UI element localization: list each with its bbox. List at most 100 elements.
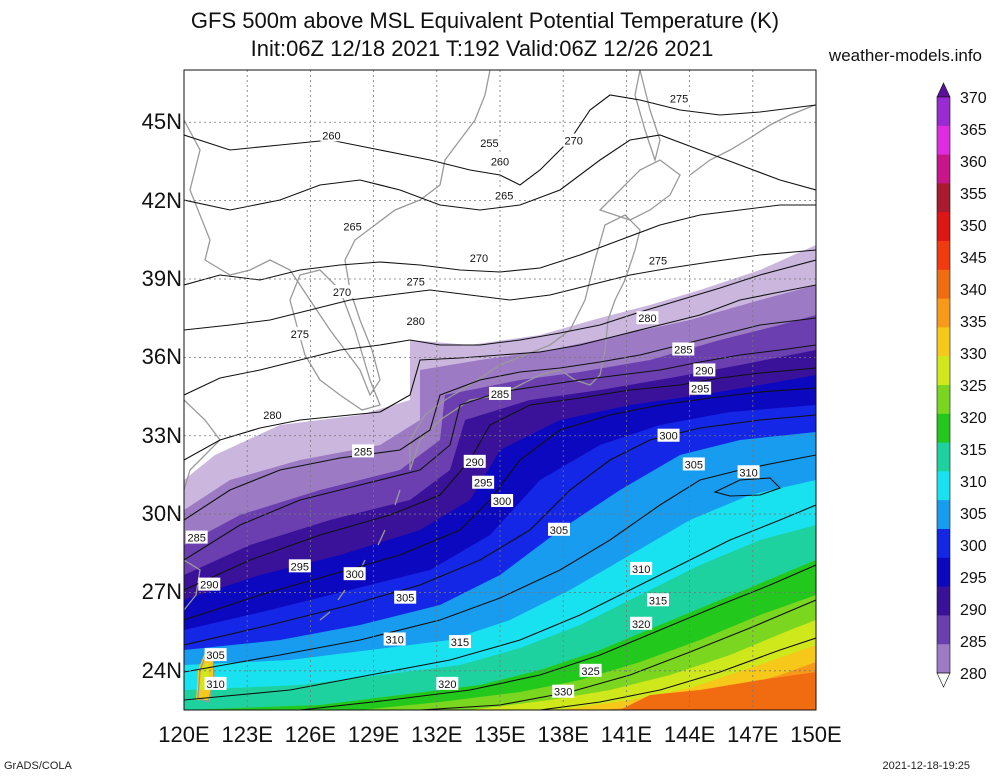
colorbar-swatch — [937, 529, 950, 559]
svg-text:320: 320 — [632, 619, 650, 631]
contour-label: 305 — [394, 590, 417, 605]
svg-text:270: 270 — [470, 253, 488, 265]
map-frame — [183, 69, 817, 711]
colorbar-level-label: 335 — [960, 314, 987, 331]
contour-label: 300 — [491, 494, 514, 508]
longitude-tick-label: 147E — [727, 722, 779, 747]
colorbar-bottom-arrow — [936, 672, 951, 688]
contour-label: 275 — [404, 274, 427, 289]
svg-text:265: 265 — [495, 190, 513, 202]
svg-text:310: 310 — [632, 564, 650, 576]
band-350 — [620, 672, 816, 710]
contour-label: 315 — [647, 593, 669, 607]
svg-text:310: 310 — [385, 634, 403, 646]
colorbar-top-arrow — [936, 82, 951, 98]
svg-text:285: 285 — [187, 533, 205, 545]
colorbar-swatch — [937, 471, 950, 501]
svg-text:305: 305 — [685, 459, 703, 471]
svg-text:330: 330 — [554, 687, 572, 699]
latitude-tick-label: 42N — [141, 187, 182, 213]
contour-label: 305 — [204, 648, 227, 662]
contour-label: 320 — [436, 676, 459, 691]
chart-subtitle: Init:06Z 12/18 2021 T:192 Valid:06Z 12/2… — [250, 36, 714, 61]
contour-label: 295 — [472, 475, 495, 490]
longitude-tick-label: 129E — [347, 722, 400, 747]
colorbar-level-label: 355 — [960, 186, 987, 203]
contour-label: 310 — [383, 632, 406, 646]
contour-label: 280 — [261, 407, 284, 422]
svg-text:270: 270 — [565, 136, 583, 148]
contour-label: 320 — [630, 616, 653, 631]
longitude-tick-label: 138E — [537, 722, 589, 747]
svg-text:305: 305 — [396, 593, 414, 605]
contour-label: 290 — [198, 577, 221, 592]
svg-text:265: 265 — [343, 222, 361, 234]
colorbar-level-label: 320 — [960, 410, 987, 427]
colorbar-level-label: 365 — [960, 122, 987, 139]
contour-label: 275 — [647, 253, 669, 268]
colorbar-level-label: 305 — [960, 506, 987, 523]
colorbar-level-label: 360 — [960, 154, 987, 171]
contour-label: 295 — [288, 559, 311, 573]
colorbar-level-label: 370 — [960, 90, 987, 107]
contour-label: 260 — [320, 128, 343, 142]
contour-label: 285 — [672, 342, 695, 357]
latitude-tick-label: 27N — [141, 579, 182, 605]
contour-label: 305 — [682, 457, 705, 471]
colorbar-swatch — [937, 442, 950, 472]
svg-text:275: 275 — [649, 256, 667, 268]
contour-label: 300 — [657, 428, 680, 443]
colorbar-swatch — [937, 298, 950, 328]
svg-text:280: 280 — [407, 316, 425, 328]
colorbar-level-label: 340 — [960, 282, 987, 299]
svg-text:270: 270 — [333, 287, 351, 299]
contour-label: 290 — [693, 363, 716, 377]
contour-label: 265 — [341, 219, 364, 234]
contour-label: 255 — [478, 136, 501, 150]
contour-label: 280 — [636, 311, 659, 325]
colorbar-swatch — [937, 97, 950, 127]
svg-text:295: 295 — [691, 384, 709, 396]
colorbar-swatch — [937, 183, 950, 213]
colorbar-swatch — [937, 615, 950, 645]
svg-text:300: 300 — [659, 431, 677, 443]
svg-text:295: 295 — [474, 478, 492, 490]
svg-text:285: 285 — [354, 446, 372, 458]
svg-text:285: 285 — [491, 389, 509, 401]
contour-label: 270 — [331, 285, 353, 299]
contour-label: 275 — [288, 326, 311, 341]
contour-label: 300 — [343, 567, 366, 581]
svg-text:295: 295 — [291, 561, 309, 573]
contour-lines — [184, 94, 816, 710]
svg-text:305: 305 — [550, 525, 568, 537]
svg-text:275: 275 — [291, 329, 309, 341]
latitude-tick-label: 33N — [141, 422, 182, 448]
latitude-tick-label: 39N — [141, 265, 182, 291]
contour-label: 295 — [689, 381, 712, 396]
svg-text:285: 285 — [674, 345, 692, 357]
longitude-tick-label: 141E — [600, 722, 653, 747]
colorbar-swatch — [937, 327, 950, 357]
contour-label: 275 — [668, 91, 691, 106]
contour-label: 290 — [463, 454, 486, 469]
colorbar-swatch — [937, 154, 950, 184]
colorbar-level-label: 315 — [960, 442, 987, 459]
svg-text:305: 305 — [206, 650, 224, 662]
longitude-tick-label: 135E — [474, 722, 526, 747]
svg-text:290: 290 — [200, 580, 218, 592]
svg-text:315: 315 — [649, 595, 667, 607]
longitude-tick-label: 150E — [790, 722, 842, 747]
svg-text:290: 290 — [695, 365, 713, 377]
colorbar-level-label: 325 — [960, 378, 987, 395]
svg-text:325: 325 — [581, 666, 599, 678]
contour-label: 285 — [489, 386, 511, 401]
svg-text:260: 260 — [322, 130, 340, 142]
colorbar-level-label: 350 — [960, 218, 987, 235]
longitude-tick-label: 144E — [663, 722, 716, 747]
svg-text:310: 310 — [739, 467, 757, 479]
svg-text:260: 260 — [491, 156, 509, 168]
contour-label: 260 — [489, 154, 511, 168]
longitude-tick-label: 123E — [221, 722, 273, 747]
svg-text:300: 300 — [345, 569, 363, 581]
